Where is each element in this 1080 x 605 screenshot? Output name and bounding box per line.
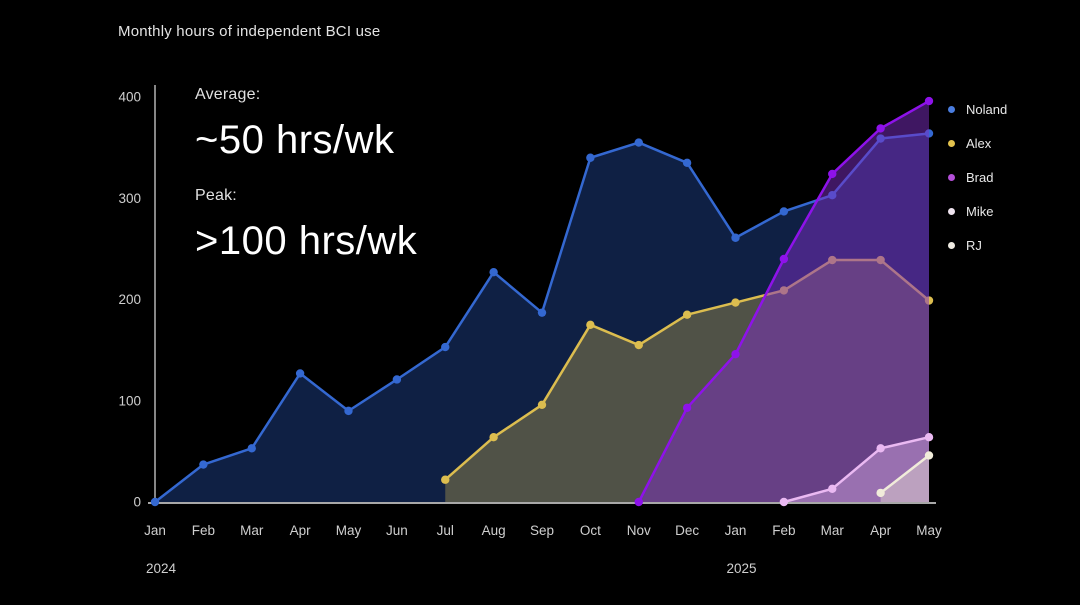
data-point-noland	[731, 233, 740, 242]
x-tick-label: May	[336, 523, 362, 538]
legend: Noland Alex Brad Mike RJ	[948, 92, 1007, 262]
legend-label: Alex	[966, 135, 992, 151]
series-area-rj	[880, 455, 929, 502]
data-point-alex	[537, 400, 547, 409]
legend-item-alex[interactable]: Alex	[948, 126, 1007, 160]
legend-item-mike[interactable]: Mike	[948, 194, 1007, 228]
x-tick-label: Nov	[627, 523, 651, 538]
x-tick-label: Aug	[482, 523, 506, 538]
x-tick-label: Dec	[675, 523, 699, 538]
data-point-alex	[682, 310, 692, 319]
legend-dot-icon	[948, 241, 955, 249]
y-tick-label: 400	[118, 90, 141, 105]
data-point-mike	[828, 484, 837, 494]
data-point-noland	[247, 444, 256, 453]
series-line-rj	[879, 454, 931, 495]
average-value: ~50 hrs/wk	[195, 118, 395, 162]
data-point-noland	[344, 406, 353, 416]
year-label: 2024	[146, 561, 177, 576]
average-label: Average:	[195, 86, 261, 103]
legend-item-rj[interactable]: RJ	[948, 228, 1007, 262]
series-line-mike	[782, 435, 931, 504]
legend-item-noland[interactable]: Noland	[948, 92, 1007, 126]
x-tick-label: Apr	[870, 523, 892, 538]
data-point-mike	[924, 433, 934, 442]
data-point-alex	[441, 475, 450, 484]
y-tick-label: 0	[133, 495, 141, 510]
chart-title: Monthly hours of independent BCI use	[118, 23, 381, 40]
legend-label: Noland	[966, 101, 1008, 117]
x-tick-label: Jan	[144, 523, 166, 538]
data-point-noland	[489, 267, 498, 277]
y-tick-label: 200	[118, 292, 141, 307]
annotation-block: Average: ~50 hrs/wk Peak: >100 hrs/wk	[195, 86, 417, 264]
data-point-brad	[779, 254, 789, 264]
data-point-alex	[634, 340, 643, 350]
data-point-noland	[634, 138, 643, 147]
x-tick-label: Feb	[772, 523, 795, 538]
data-point-noland	[199, 460, 208, 469]
data-point-alex	[489, 433, 498, 442]
data-point-rj	[876, 488, 885, 498]
legend-label: Mike	[966, 203, 994, 219]
peak-label: Peak:	[195, 187, 237, 204]
data-point-noland	[392, 375, 402, 384]
x-tick-label: Jun	[386, 523, 408, 538]
x-tick-label: Mar	[821, 523, 845, 538]
series-area-brad	[638, 101, 929, 503]
x-tick-label: Apr	[290, 523, 312, 538]
data-point-alex	[731, 298, 740, 307]
x-tick-label: Feb	[192, 523, 215, 538]
data-point-noland	[441, 342, 450, 352]
x-tick-label: Sep	[530, 523, 554, 538]
data-point-brad	[682, 403, 692, 413]
year-label: 2025	[726, 561, 756, 576]
data-point-brad	[876, 124, 885, 133]
legend-dot-icon	[948, 139, 955, 147]
y-tick-label: 300	[118, 191, 141, 206]
data-point-noland	[295, 369, 305, 378]
data-point-rj	[924, 451, 934, 460]
x-tick-label: Mar	[240, 523, 264, 538]
data-point-noland	[586, 153, 595, 162]
data-point-noland	[779, 207, 789, 216]
data-point-brad	[731, 349, 740, 359]
legend-dot-icon	[948, 105, 955, 113]
x-tick-label: May	[916, 523, 942, 538]
data-point-alex	[586, 320, 595, 330]
x-tick-label: Oct	[580, 523, 601, 538]
data-point-mike	[876, 444, 885, 453]
legend-label: Brad	[966, 169, 994, 185]
y-tick-label: 100	[118, 393, 141, 408]
data-point-noland	[537, 308, 547, 317]
data-point-mike	[779, 497, 789, 507]
peak-value: >100 hrs/wk	[195, 219, 418, 263]
legend-item-brad[interactable]: Brad	[948, 160, 1007, 194]
legend-label: RJ	[966, 237, 982, 253]
x-tick-label: Jul	[437, 523, 454, 538]
data-point-noland	[150, 497, 160, 507]
data-point-brad	[828, 169, 837, 179]
data-point-brad	[924, 96, 934, 106]
legend-dot-icon	[948, 173, 955, 181]
data-point-noland	[682, 158, 692, 168]
data-point-brad	[634, 497, 643, 507]
legend-dot-icon	[948, 207, 955, 215]
x-tick-label: Jan	[725, 523, 747, 538]
